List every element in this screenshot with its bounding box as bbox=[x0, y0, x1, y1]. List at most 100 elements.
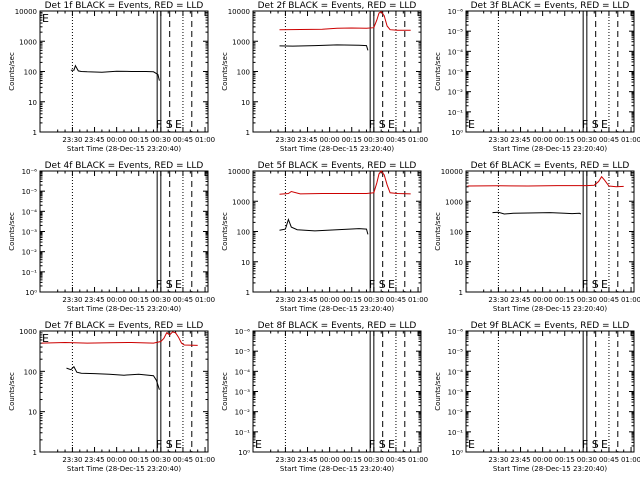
start-marker-label: S bbox=[166, 118, 173, 131]
panel-title: Det 5f BLACK = Events, RED = LLD bbox=[258, 161, 417, 171]
y-tick-label: 10⁻¹ bbox=[22, 269, 38, 277]
panel-2: Det 2f BLACK = Events, RED = LLD Counts/s… bbox=[221, 1, 428, 153]
x-axis-label: Start Time (28-Dec-15 23:20:40) bbox=[67, 145, 181, 153]
x-tick-label: 00:00 bbox=[533, 456, 553, 464]
y-tick-label: 10 bbox=[454, 259, 463, 267]
start-marker-label: S bbox=[592, 438, 599, 451]
y-tick-label: 10⁰ bbox=[451, 449, 463, 457]
y-tick-label: 10⁻² bbox=[22, 249, 38, 257]
x-tick-label: 00:30 bbox=[577, 456, 597, 464]
flare-marker-label: F bbox=[369, 438, 375, 451]
flare-marker-label: F bbox=[582, 278, 588, 291]
y-tick-label: 10000 bbox=[441, 168, 463, 176]
y-axis-label: Counts/sec bbox=[221, 52, 229, 91]
panel-title: Det 4f BLACK = Events, RED = LLD bbox=[45, 161, 204, 171]
x-tick-label: 00:30 bbox=[151, 456, 171, 464]
y-tick-label: 1 bbox=[33, 449, 37, 457]
end-marker-label: E bbox=[388, 438, 395, 451]
x-tick-label: 23:45 bbox=[84, 456, 104, 464]
y-tick-label: 10⁰ bbox=[238, 449, 250, 457]
start-marker-label: S bbox=[379, 438, 386, 451]
edge-marker-label: E bbox=[468, 438, 475, 451]
y-tick-label: 10⁻⁶ bbox=[448, 328, 464, 336]
x-tick-label: 00:45 bbox=[599, 296, 619, 304]
x-tick-label: 00:15 bbox=[555, 296, 575, 304]
y-tick-label: 10⁻⁵ bbox=[448, 348, 464, 356]
x-tick-label: 23:45 bbox=[297, 456, 317, 464]
y-tick-label: 10⁻⁴ bbox=[448, 368, 464, 376]
x-tick-label: 00:15 bbox=[129, 456, 149, 464]
panel-3: Det 3f BLACK = Events, RED = LLD Counts/s… bbox=[434, 1, 640, 153]
y-tick-label: 10⁻⁶ bbox=[448, 8, 464, 16]
x-axis-label: Start Time (28-Dec-15 23:20:40) bbox=[67, 305, 181, 313]
series-lld-line bbox=[279, 170, 411, 195]
panel-7: Det 7f BLACK = Events, RED = LLD Counts/s… bbox=[8, 321, 215, 473]
y-axis-label: Counts/sec bbox=[8, 52, 16, 91]
end-marker-label: E bbox=[175, 118, 182, 131]
y-axis-label: Counts/sec bbox=[434, 52, 442, 91]
y-tick-label: 10⁻² bbox=[448, 89, 464, 97]
x-tick-label: 01:00 bbox=[621, 136, 640, 144]
x-tick-label: 00:45 bbox=[173, 296, 193, 304]
y-axis-label: Counts/sec bbox=[434, 212, 442, 251]
panel-title: Det 3f BLACK = Events, RED = LLD bbox=[471, 1, 630, 11]
y-axis-label: Counts/sec bbox=[221, 212, 229, 251]
start-marker-label: S bbox=[166, 278, 173, 291]
y-tick-label: 10000 bbox=[228, 8, 250, 16]
y-tick-label: 10 bbox=[28, 409, 37, 417]
edge-marker-label: E bbox=[255, 438, 262, 451]
y-tick-label: 10⁻³ bbox=[448, 389, 464, 397]
end-marker-label: E bbox=[175, 438, 182, 451]
y-tick-label: 10000 bbox=[228, 168, 250, 176]
y-tick-label: 10⁻⁴ bbox=[22, 208, 38, 216]
x-tick-label: 23:45 bbox=[84, 296, 104, 304]
y-tick-label: 1 bbox=[33, 129, 37, 137]
x-axis-label: Start Time (28-Dec-15 23:20:40) bbox=[67, 465, 181, 473]
x-tick-label: 00:00 bbox=[107, 136, 127, 144]
panel-1: Det 1f BLACK = Events, RED = LLD Counts/s… bbox=[8, 1, 215, 153]
series-events-line bbox=[279, 217, 369, 235]
y-axis-label: Counts/sec bbox=[221, 372, 229, 411]
y-tick-label: 10⁻⁵ bbox=[235, 348, 251, 356]
y-tick-label: 10⁻¹ bbox=[235, 429, 251, 437]
x-tick-label: 23:45 bbox=[84, 136, 104, 144]
x-tick-label: 01:00 bbox=[621, 296, 640, 304]
x-tick-label: 00:30 bbox=[151, 136, 171, 144]
y-tick-label: 1000 bbox=[232, 38, 250, 46]
x-tick-label: 01:00 bbox=[621, 456, 640, 464]
y-tick-label: 1 bbox=[246, 289, 250, 297]
x-tick-label: 23:30 bbox=[488, 296, 508, 304]
panel-title: Det 8f BLACK = Events, RED = LLD bbox=[258, 321, 417, 331]
panel-title: Det 9f BLACK = Events, RED = LLD bbox=[471, 321, 630, 331]
y-tick-label: 10⁻¹ bbox=[448, 109, 464, 117]
x-tick-label: 01:00 bbox=[408, 136, 428, 144]
x-tick-label: 23:30 bbox=[275, 296, 295, 304]
start-marker-label: S bbox=[592, 118, 599, 131]
x-tick-label: 23:45 bbox=[510, 296, 530, 304]
x-tick-label: 00:15 bbox=[555, 456, 575, 464]
x-tick-label: 00:15 bbox=[342, 456, 362, 464]
x-axis-label: Start Time (28-Dec-15 23:20:40) bbox=[493, 145, 607, 153]
x-tick-label: 00:15 bbox=[129, 296, 149, 304]
y-tick-label: 100 bbox=[450, 229, 463, 237]
x-tick-label: 00:30 bbox=[364, 136, 384, 144]
y-axis-label: Counts/sec bbox=[434, 372, 442, 411]
x-tick-label: 23:30 bbox=[62, 296, 82, 304]
start-marker-label: S bbox=[592, 278, 599, 291]
flare-marker-label: F bbox=[156, 438, 162, 451]
x-tick-label: 23:30 bbox=[488, 136, 508, 144]
y-axis-label: Counts/sec bbox=[8, 372, 16, 411]
x-tick-label: 00:45 bbox=[599, 136, 619, 144]
x-tick-label: 00:30 bbox=[364, 296, 384, 304]
y-tick-label: 10000 bbox=[15, 8, 37, 16]
y-tick-label: 10⁻³ bbox=[448, 69, 464, 77]
x-tick-label: 23:30 bbox=[62, 456, 82, 464]
x-tick-label: 00:00 bbox=[533, 296, 553, 304]
y-tick-label: 100 bbox=[237, 229, 250, 237]
x-tick-label: 00:00 bbox=[107, 296, 127, 304]
edge-marker-label: E bbox=[42, 12, 49, 25]
x-tick-label: 23:30 bbox=[488, 456, 508, 464]
end-marker-label: E bbox=[388, 118, 395, 131]
x-tick-label: 23:45 bbox=[510, 136, 530, 144]
x-axis-label: Start Time (28-Dec-15 23:20:40) bbox=[280, 145, 394, 153]
